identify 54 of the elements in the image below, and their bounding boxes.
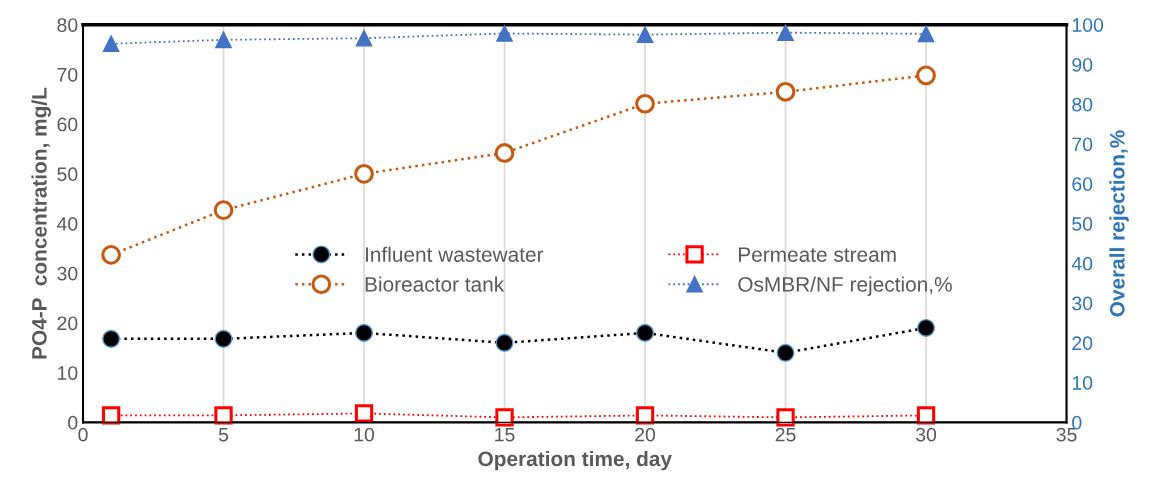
point xyxy=(635,323,655,342)
point xyxy=(101,244,121,265)
x-tick-label: 0 xyxy=(78,427,88,442)
point xyxy=(776,343,795,362)
y2-tick-label: 70 xyxy=(1072,137,1093,152)
point xyxy=(354,404,374,423)
point xyxy=(214,329,233,348)
y-tick-label: 80 xyxy=(57,18,78,32)
legend-label: Bioreactor tank xyxy=(365,276,505,292)
y2-tick-label: 20 xyxy=(1072,336,1093,351)
point xyxy=(916,406,936,425)
y-tick-label: 0 xyxy=(68,415,78,430)
y-tick-label: 40 xyxy=(56,217,78,231)
y-tick-label: 30 xyxy=(57,266,78,281)
y2-tick-label: 100 xyxy=(1072,18,1104,32)
legend-label: Influent wastewater xyxy=(365,246,544,262)
y2-tick-label: 10 xyxy=(1072,376,1093,390)
y-axis-title: PO4-P concentration, mg/L xyxy=(31,87,51,359)
point xyxy=(101,406,121,425)
y2-tick-label: 30 xyxy=(1072,296,1093,311)
point xyxy=(916,318,936,337)
x-tick-label: 30 xyxy=(915,427,937,442)
y-tick-label: 20 xyxy=(57,316,78,331)
y-tick-label: 50 xyxy=(57,167,78,182)
x-tick-label: 5 xyxy=(218,427,229,442)
legend-label: Permeate stream xyxy=(738,247,896,262)
point xyxy=(213,200,234,220)
point xyxy=(635,406,655,425)
y2-tick-label: 90 xyxy=(1072,57,1093,72)
x-tick-label: 15 xyxy=(495,427,515,442)
point xyxy=(635,93,655,114)
point xyxy=(495,333,514,352)
point xyxy=(776,408,795,427)
y2-tick-label: 60 xyxy=(1072,177,1093,191)
x-tick-label: 10 xyxy=(354,427,375,442)
point xyxy=(354,323,374,342)
y2-tick-label: 50 xyxy=(1072,217,1093,231)
y2-axis-title: Overall rejection,% xyxy=(1109,130,1129,317)
point xyxy=(102,329,121,348)
y-tick-label: 60 xyxy=(57,117,78,132)
x-axis-title: Operation time, day xyxy=(478,450,672,471)
x-tick-label: 20 xyxy=(635,427,656,442)
y2-tick-label: 40 xyxy=(1071,256,1093,271)
point xyxy=(354,163,374,184)
point xyxy=(775,81,796,102)
point xyxy=(495,408,514,427)
point xyxy=(916,65,936,86)
legend-label: OsMBR/NF rejection,% xyxy=(738,276,952,296)
point xyxy=(214,406,233,425)
y2-tick-label: 80 xyxy=(1072,97,1093,112)
y-tick-label: 10 xyxy=(58,366,78,380)
x-tick-label: 25 xyxy=(775,427,796,442)
y-tick-label: 70 xyxy=(57,67,78,82)
point xyxy=(494,143,515,163)
